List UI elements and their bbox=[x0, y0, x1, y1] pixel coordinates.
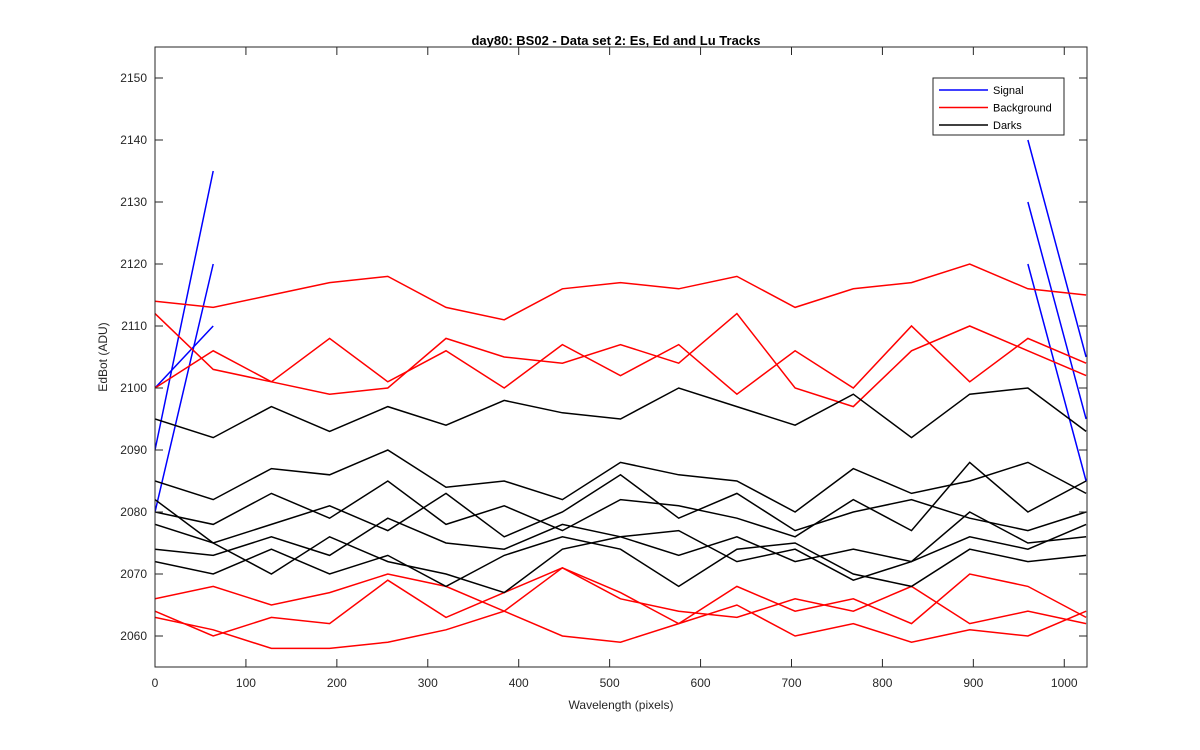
legend-label: Signal bbox=[993, 85, 1024, 97]
x-tick-label: 700 bbox=[781, 676, 801, 690]
track-line bbox=[155, 473, 1087, 544]
track-line bbox=[155, 566, 1087, 637]
y-tick-label: 2130 bbox=[120, 195, 147, 209]
y-tick-label: 2080 bbox=[120, 505, 147, 519]
track-line bbox=[155, 566, 1087, 625]
track-line bbox=[155, 170, 1087, 482]
y-tick-label: 2110 bbox=[121, 319, 147, 333]
y-tick-label: 2070 bbox=[120, 567, 147, 581]
track-line bbox=[155, 461, 1087, 538]
x-tick-label: 0 bbox=[152, 676, 159, 690]
y-tick-label: 2060 bbox=[120, 629, 147, 643]
track-line bbox=[155, 387, 1087, 439]
x-tick-label: 300 bbox=[418, 676, 438, 690]
chart-title: day80: BS02 - Data set 2: Es, Ed and Lu … bbox=[471, 33, 760, 48]
axes-box bbox=[154, 46, 1088, 668]
y-tick-label: 2090 bbox=[120, 443, 147, 457]
y-tick-label: 2120 bbox=[120, 257, 147, 271]
x-tick-label: 800 bbox=[872, 676, 892, 690]
track-line bbox=[155, 536, 1087, 588]
plot-area bbox=[155, 139, 1087, 650]
x-tick-label: 200 bbox=[327, 676, 347, 690]
y-tick-label: 2140 bbox=[120, 133, 147, 147]
x-tick-label: 400 bbox=[509, 676, 529, 690]
legend-label: Darks bbox=[993, 120, 1022, 132]
track-line bbox=[155, 498, 1087, 594]
legend-label: Background bbox=[993, 103, 1052, 115]
track-line bbox=[155, 324, 1087, 396]
track-line bbox=[155, 312, 1087, 408]
x-tick-label: 900 bbox=[963, 676, 983, 690]
y-axis-label: EdBot (ADU) bbox=[96, 322, 110, 391]
x-axis-label: Wavelength (pixels) bbox=[569, 698, 674, 712]
track-line bbox=[155, 263, 1087, 321]
x-tick-label: 1000 bbox=[1051, 676, 1078, 690]
track-line bbox=[155, 139, 1087, 389]
track-line bbox=[155, 201, 1087, 513]
track-line bbox=[155, 604, 1087, 650]
y-tick-label: 2150 bbox=[120, 71, 147, 85]
x-tick-label: 600 bbox=[691, 676, 711, 690]
y-tick-label: 2100 bbox=[120, 381, 147, 395]
legend: Signal Background Darks bbox=[932, 77, 1065, 136]
track-line bbox=[155, 449, 1087, 513]
x-tick-label: 100 bbox=[236, 676, 256, 690]
x-tick-label: 500 bbox=[600, 676, 620, 690]
